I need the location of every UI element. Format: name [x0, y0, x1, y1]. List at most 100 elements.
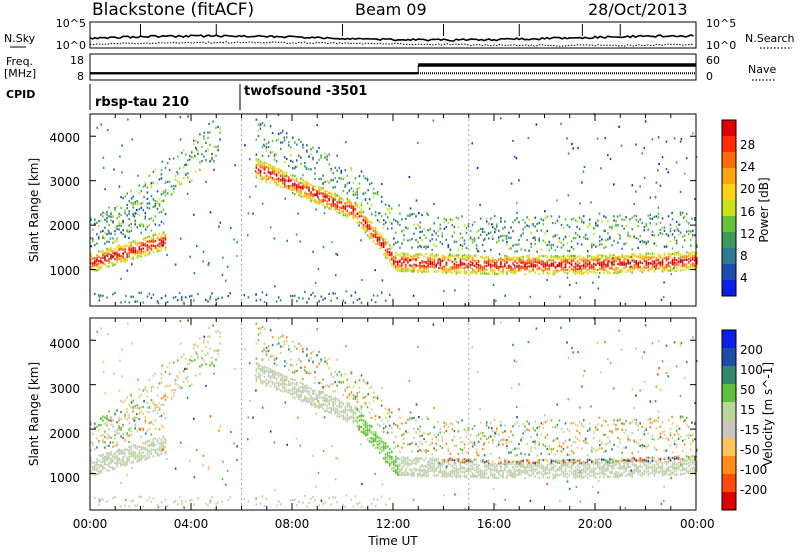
power-echo-cell	[367, 189, 369, 192]
power-echo-cell	[683, 234, 686, 237]
power-echo-cell	[401, 218, 403, 221]
power-echo-cell	[615, 259, 617, 262]
power-echo-cell	[131, 138, 134, 141]
power-echo-cell	[126, 228, 128, 231]
power-echo-cell	[130, 249, 132, 252]
velocity-echo-cell	[104, 416, 106, 419]
velocity-echo-cell	[189, 499, 191, 502]
velocity-echo-cell	[138, 459, 141, 462]
power-echo-cell	[397, 222, 399, 225]
power-echo-cell	[461, 267, 464, 270]
power-echo-cell	[425, 247, 427, 250]
velocity-echo-cell	[201, 357, 203, 360]
power-echo-cell	[142, 238, 145, 241]
velocity-echo-cell	[324, 400, 326, 403]
velocity-echo-cell	[182, 380, 185, 383]
power-echo-cell	[443, 270, 446, 273]
power-echo-cell	[544, 217, 547, 220]
power-echo-cell	[384, 256, 387, 259]
power-echo-cell	[692, 262, 694, 265]
power-echo-cell	[130, 222, 132, 226]
power-echo-cell	[504, 264, 506, 267]
power-echo-cell	[645, 266, 648, 269]
power-echo-cell	[455, 270, 458, 273]
power-echo-cell	[358, 175, 361, 178]
power-echo-cell	[467, 262, 470, 265]
power-echo-cell	[550, 215, 553, 218]
power-echo-cell	[532, 223, 534, 226]
velocity-echo-cell	[326, 359, 328, 362]
velocity-echo-cell	[257, 362, 260, 365]
power-echo-cell	[306, 301, 308, 304]
power-echo-cell	[257, 123, 260, 126]
velocity-echo-cell	[330, 408, 332, 411]
power-echo-cell	[663, 252, 666, 255]
power-echo-cell	[621, 255, 623, 258]
power-echo-cell	[570, 268, 573, 271]
velocity-echo-cell	[275, 386, 278, 389]
power-echo-cell	[685, 255, 688, 259]
power-echo-cell	[215, 145, 217, 148]
power-echo-cell	[546, 264, 549, 267]
power-echo-cell	[520, 235, 522, 238]
power-echo-cell	[677, 251, 680, 254]
velocity-echo-cell	[312, 389, 314, 392]
power-echo-cell	[304, 191, 306, 194]
power-echo-cell	[548, 265, 551, 268]
power-echo-cell	[570, 218, 573, 221]
power-echo-cell	[629, 255, 631, 258]
velocity-echo-cell	[298, 389, 300, 392]
velocity-echo-cell	[102, 461, 104, 464]
power-echo-cell	[275, 153, 278, 156]
power-echo-cell	[582, 221, 585, 224]
velocity-echo-cell	[114, 467, 116, 470]
power-echo-cell	[683, 258, 686, 261]
power-echo-cell	[669, 253, 672, 256]
velocity-echo-cell	[106, 421, 108, 424]
power-echo-cell	[465, 271, 468, 274]
power-echo-cell	[176, 299, 179, 302]
power-echo-cell	[518, 258, 521, 261]
velocity-echo-cell	[98, 466, 100, 469]
power-echo-cell	[338, 166, 341, 169]
power-echo-cell	[510, 257, 512, 260]
power-echo-cell	[172, 296, 175, 299]
power-echo-cell	[548, 266, 551, 269]
power-echo-cell	[554, 222, 557, 225]
power-echo-cell	[116, 205, 118, 208]
velocity-echo-cell	[160, 448, 163, 451]
power-echo-cell	[475, 254, 478, 257]
power-echo-cell	[148, 245, 151, 248]
power-echo-cell	[550, 256, 553, 259]
power-echo-cell	[397, 253, 399, 256]
power-echo-cell	[401, 257, 403, 260]
velocity-echo-cell	[122, 463, 124, 466]
velocity-echo-cell	[205, 502, 207, 506]
power-echo-cell	[658, 163, 660, 166]
power-echo-cell	[504, 226, 506, 229]
velocity-echo-cell	[328, 403, 330, 406]
velocity-echo-cell	[269, 330, 272, 333]
velocity-echo-cell	[281, 333, 284, 336]
power-echo-cell	[322, 187, 324, 190]
velocity-echo-cell	[150, 386, 153, 389]
velocity-echo-cell	[273, 382, 276, 385]
power-echo-cell	[90, 252, 92, 255]
power-echo-cell	[257, 168, 260, 171]
power-echo-cell	[164, 294, 167, 297]
power-echo-cell	[271, 167, 274, 170]
power-echo-cell	[322, 200, 324, 203]
power-echo-cell	[588, 218, 591, 221]
velocity-echo-cell	[100, 461, 102, 464]
velocity-echo-cell	[324, 403, 326, 406]
power-echo-cell	[104, 252, 106, 255]
power-echo-cell	[429, 257, 431, 260]
power-echo-cell	[584, 258, 587, 261]
power-echo-cell	[374, 192, 377, 195]
power-echo-cell	[582, 260, 585, 263]
power-echo-cell	[297, 212, 299, 215]
power-echo-cell	[294, 193, 296, 196]
power-echo-cell	[318, 188, 320, 192]
power-echo-cell	[623, 260, 625, 263]
power-echo-cell	[324, 180, 326, 184]
